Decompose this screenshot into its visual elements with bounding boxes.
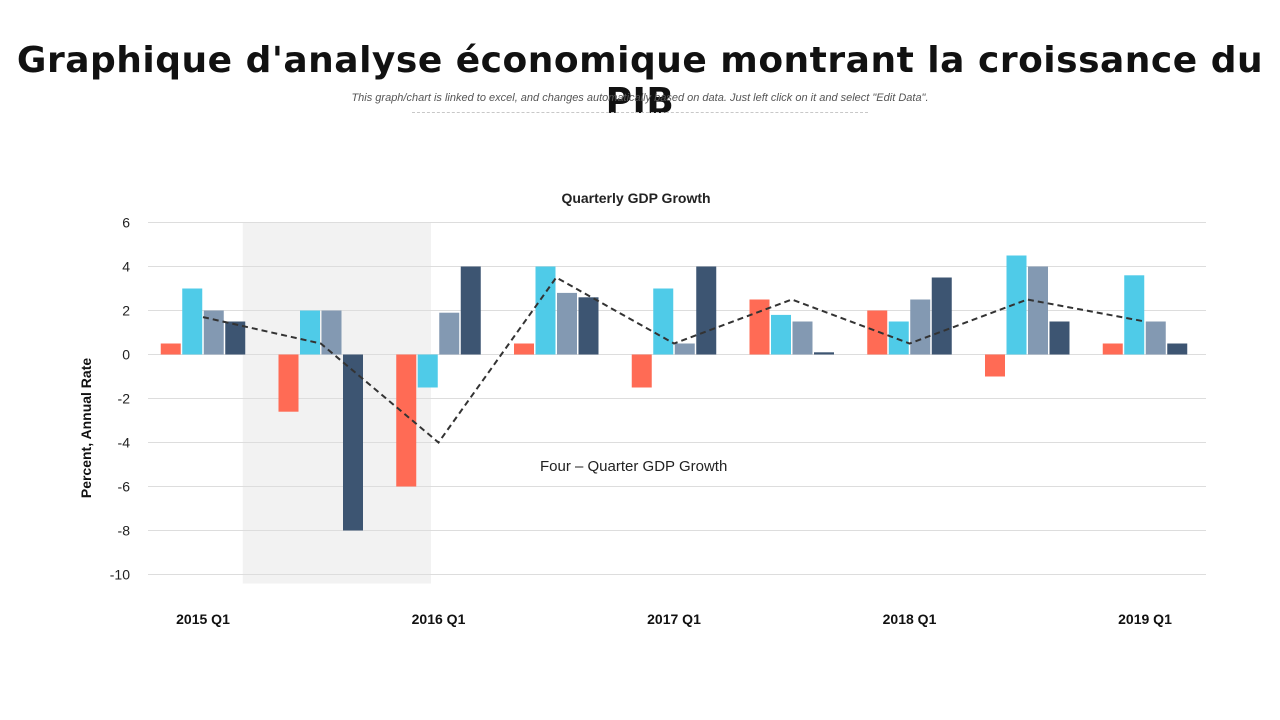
bar-series2 [300, 310, 320, 355]
page-title: Graphique d'analyse économique montrant … [16, 40, 1264, 122]
x-tick-label: 2018 Q1 [883, 611, 937, 627]
subtitle-underline [412, 112, 868, 113]
bar-series2 [535, 266, 556, 355]
y-tick-label: 4 [122, 259, 130, 275]
bar-series3 [439, 312, 460, 355]
y-tick-label: -4 [118, 435, 131, 451]
bar-series2 [417, 354, 438, 388]
bar-series1 [631, 354, 652, 388]
bar-series4 [814, 352, 834, 355]
y-tick-label: 0 [122, 347, 130, 363]
y-tick-label: 2 [122, 303, 130, 319]
line-series-label: Four – Quarter GDP Growth [540, 458, 727, 475]
bar-series4 [696, 266, 717, 355]
bar-series1 [278, 354, 299, 412]
page-subtitle: This graph/chart is linked to excel, and… [351, 92, 929, 104]
bar-series2 [653, 288, 674, 355]
y-tick-label: -6 [118, 479, 131, 495]
bar-series3 [1145, 321, 1166, 355]
bar-series1 [396, 354, 417, 487]
bar-series1 [985, 354, 1005, 377]
x-tick-label: 2015 Q1 [176, 611, 230, 627]
bar-series2 [771, 314, 791, 355]
bar-series1 [1102, 343, 1123, 355]
bar-series1 [514, 343, 534, 355]
y-tick-label: -2 [118, 391, 131, 407]
bar-series4 [931, 277, 952, 355]
y-axis-label: Percent, Annual Rate [78, 358, 94, 499]
bar-series4 [225, 321, 246, 355]
four-quarter-line-path [202, 276, 1146, 444]
bar-series3 [792, 321, 813, 355]
y-tick-label: 6 [122, 215, 130, 231]
bar-series3 [203, 310, 224, 355]
bar-series4 [343, 354, 363, 531]
x-tick-label: 2017 Q1 [647, 611, 701, 627]
bar-series2 [1006, 255, 1027, 355]
bar-series2 [888, 321, 909, 355]
y-tick-label: -10 [110, 567, 130, 583]
four-quarter-line [202, 276, 1146, 444]
chart-title: Quarterly GDP Growth [561, 190, 710, 206]
bar-series4 [1167, 343, 1188, 355]
bar-series1 [867, 310, 888, 355]
bar-series4 [460, 266, 481, 355]
bar-series1 [160, 343, 181, 355]
axis-labels: 6 4 2 0 -2 -4 -6 -8 -10 2015 Q1 2016 Q1 2017 Q1 2018… [110, 215, 1172, 628]
bar-series3 [1028, 266, 1048, 355]
bar-series3 [557, 292, 577, 355]
bar-series2 [182, 288, 203, 355]
x-tick-label: 2019 Q1 [1118, 611, 1172, 627]
bar-series4 [578, 297, 599, 355]
bar-series4 [1049, 321, 1070, 355]
bar-series2 [1124, 275, 1145, 355]
bar-series3 [674, 343, 695, 355]
bar-series3 [321, 310, 342, 355]
bar-series1 [749, 299, 770, 355]
y-tick-label: -8 [118, 523, 131, 539]
bars [160, 255, 1188, 531]
bar-series3 [910, 299, 931, 355]
x-tick-label: 2016 Q1 [412, 611, 466, 627]
